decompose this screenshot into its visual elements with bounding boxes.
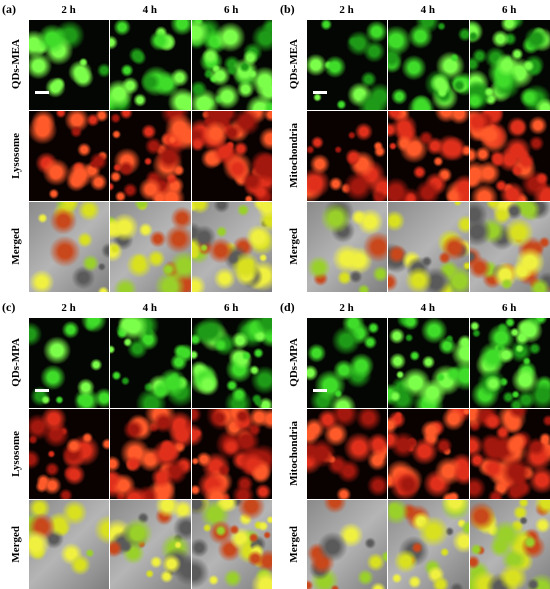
scale-bar [35,91,49,94]
micrograph [468,317,550,409]
micrograph [468,408,550,500]
micrograph [190,19,273,111]
column-header: 4 h [142,302,158,314]
micrograph [190,201,273,293]
micrograph [306,201,389,293]
micrograph [468,201,550,293]
row-label-text: Merged [288,526,300,563]
micrograph [28,317,111,409]
micrograph [28,19,111,111]
micrograph [387,201,470,293]
column-header: 2 h [339,4,354,16]
scale-bar [313,91,327,94]
micrograph [306,499,389,589]
panel-label: (a) [2,2,16,16]
micrograph [109,317,192,409]
column-header: 4 h [420,4,436,16]
column-header: 4 h [420,302,436,314]
micrograph [190,408,273,500]
micrograph [468,19,550,111]
micrograph [387,317,470,409]
micrograph [387,19,470,111]
micrograph [109,19,192,111]
row-label: QDs-MEA [8,19,24,110]
row-label: QDs-MEA [286,19,302,110]
row-label-text: Merged [10,526,22,563]
scale-bar [35,389,49,392]
column-header: 4 h [142,4,158,16]
row-label-text: QDs-MEA [10,39,22,90]
row-label: QDs-MPA [286,317,302,408]
row-label: Merged [8,201,24,292]
row-label: Lysosome [8,110,24,201]
row-label-text: Mitochondria [288,123,300,188]
micrograph [468,499,550,589]
micrograph [387,408,470,500]
column-header: 2 h [339,302,354,314]
micrograph [109,110,192,202]
row-label: QDs-MPA [8,317,24,408]
row-label-text: QDs-MPA [288,338,300,387]
micrograph [190,110,273,202]
column-header: 6 h [501,302,517,314]
row-label-text: Merged [10,228,22,265]
micrograph [109,408,192,500]
column-header: 2 h [61,4,76,16]
row-label-text: Mitochondria [288,421,300,486]
row-label: Lysosome [8,408,24,499]
panel-label: (b) [280,2,295,16]
row-label-text: QDs-MEA [288,39,300,90]
row-label: Merged [8,499,24,589]
column-header: 6 h [223,4,239,16]
micrograph [306,110,389,202]
micrograph [306,19,389,111]
row-label: Merged [286,499,302,589]
panel: (a) 2 h 4 h 6 h QDs-MEA Lysosome Merged [0,0,273,293]
panel-label: (c) [2,300,16,314]
micrograph [28,201,111,293]
micrograph [306,408,389,500]
row-label-text: Lysosome [10,132,22,179]
micrograph [109,499,192,589]
micrograph [387,499,470,589]
micrograph [190,317,273,409]
panel: (c) 2 h 4 h 6 h QDs-MPA Lysosome Merged [0,298,273,589]
micrograph [387,110,470,202]
row-label: Mitochondria [286,408,302,499]
panel: (b) 2 h 4 h 6 h QDs-MEA Mitochondria Merged [278,0,550,293]
panel-label: (d) [280,300,295,314]
row-label-text: QDs-MPA [10,338,22,387]
micrograph [28,110,111,202]
scale-bar [313,389,327,392]
micrograph [306,317,389,409]
row-label: Merged [286,201,302,292]
micrograph [28,408,111,500]
row-label-text: Merged [288,228,300,265]
column-header: 2 h [61,302,76,314]
column-header: 6 h [501,4,517,16]
micrograph [109,201,192,293]
panel: (d) 2 h 4 h 6 h QDs-MPA Mitochondria Merged [278,298,550,589]
row-label-text: Lysosome [10,430,22,477]
column-header: 6 h [223,302,239,314]
micrograph [190,499,273,589]
row-label: Mitochondria [286,110,302,201]
micrograph [28,499,111,589]
micrograph [468,110,550,202]
